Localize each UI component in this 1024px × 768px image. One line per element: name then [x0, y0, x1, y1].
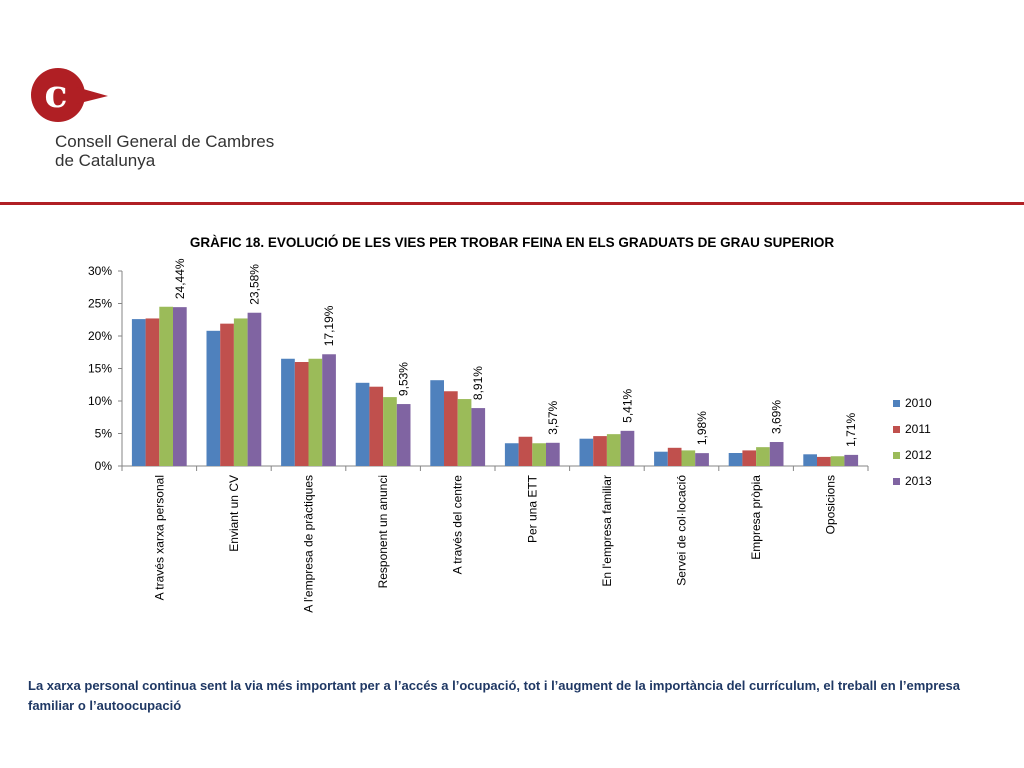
category-label: A l'empresa de pràctiques: [302, 475, 316, 613]
data-label: 5,41%: [620, 388, 634, 422]
y-tick-label: 15%: [88, 362, 112, 376]
bar-2010: [504, 443, 519, 466]
data-label: 9,53%: [397, 362, 411, 396]
chamber-logo-icon: c: [31, 68, 108, 122]
chart-caption: La xarxa personal continua sent la via m…: [28, 678, 960, 713]
bar-2013: [620, 430, 635, 466]
bar-2010: [206, 330, 221, 466]
svg-text:c: c: [44, 71, 67, 116]
bar-2010: [728, 453, 743, 466]
bar-2013: [396, 404, 411, 466]
bar-2012: [233, 318, 248, 466]
bar-2012: [383, 397, 397, 466]
bar-2013: [247, 312, 262, 466]
bar-2010: [803, 454, 817, 466]
category-label: Servei de col·locació: [675, 475, 689, 586]
bar-2013: [844, 454, 859, 466]
bar-2011: [593, 436, 607, 466]
data-label: 1,98%: [695, 411, 709, 445]
legend-label: 2013: [905, 474, 932, 488]
bar-2012: [830, 456, 845, 466]
bar-2011: [518, 436, 533, 466]
bar-2012: [681, 450, 696, 466]
bar-2010: [430, 380, 444, 466]
y-tick-label: 0%: [95, 459, 113, 473]
legend-swatch-2013: [893, 478, 900, 485]
bar-2011: [817, 456, 831, 466]
bar-2010: [579, 438, 594, 466]
bar-2012: [606, 434, 621, 466]
bar-2013: [769, 442, 784, 466]
legend-swatch-2010: [893, 400, 900, 407]
data-label: 23,58%: [247, 264, 261, 305]
category-label: Empresa pròpia: [749, 475, 763, 560]
bar-2011: [742, 450, 757, 466]
data-label: 8,91%: [471, 366, 485, 400]
bar-2012: [308, 358, 323, 466]
bar-2012: [159, 306, 173, 466]
category-label: Oposicions: [824, 475, 838, 534]
y-tick-label: 30%: [88, 264, 112, 278]
bar-2011: [220, 323, 234, 466]
bar-chart: 0% 5% 10% 15% 20% 25% 30% 24,44% A través xarxa …: [88, 258, 932, 613]
legend-label: 2012: [905, 448, 932, 462]
bar-2011: [667, 447, 682, 466]
bar-2010: [131, 319, 146, 466]
legend-label: 2011: [905, 422, 931, 436]
bar-2013: [173, 307, 187, 466]
bar-2011: [369, 386, 384, 466]
chart-title: GRÀFIC 18. EVOLUCIÓ DE LES VIES PER TROB…: [189, 235, 835, 250]
category-label: A través del centre: [451, 475, 465, 575]
bar-2011: [444, 391, 458, 466]
header-divider: [0, 202, 1024, 205]
organization-name: Consell General de Cambres de Catalunya: [55, 132, 295, 170]
bar-2013: [695, 453, 709, 466]
legend-swatch-2012: [893, 452, 900, 459]
bar-2010: [355, 382, 370, 466]
data-label: 1,71%: [844, 413, 858, 447]
y-tick-label: 10%: [88, 394, 112, 408]
category-label: A través xarxa personal: [152, 475, 166, 600]
bar-2011: [294, 362, 309, 466]
bar-2012: [457, 399, 472, 466]
category-label: En l'empresa familiar: [600, 475, 614, 587]
bar-2010: [654, 451, 668, 466]
bar-2013: [322, 354, 336, 466]
bar-2012: [532, 443, 546, 466]
data-label: 17,19%: [322, 305, 336, 346]
organization-name-line1: Consell General de Cambres: [55, 132, 275, 151]
category-label: Responent un anunci: [376, 475, 390, 588]
category-label: Per una ETT: [525, 474, 539, 543]
y-tick-label: 5%: [95, 427, 113, 441]
bar-2011: [145, 318, 160, 466]
bar-2013: [546, 442, 560, 466]
bar-2012: [756, 447, 770, 466]
data-label: 3,69%: [770, 400, 784, 434]
y-tick-label: 20%: [88, 329, 112, 343]
bar-2010: [281, 358, 295, 466]
data-label: 24,44%: [173, 258, 187, 299]
y-tick-label: 25%: [88, 297, 112, 311]
legend-label: 2010: [905, 396, 932, 410]
data-label: 3,57%: [546, 400, 560, 434]
legend-swatch-2011: [893, 426, 900, 433]
brand-logo: c Consell General de Cambres de Cataluny…: [30, 66, 290, 176]
organization-name-line2: de Catalunya: [55, 151, 156, 170]
bar-2013: [471, 408, 486, 466]
category-label: Enviant un CV: [227, 475, 241, 552]
